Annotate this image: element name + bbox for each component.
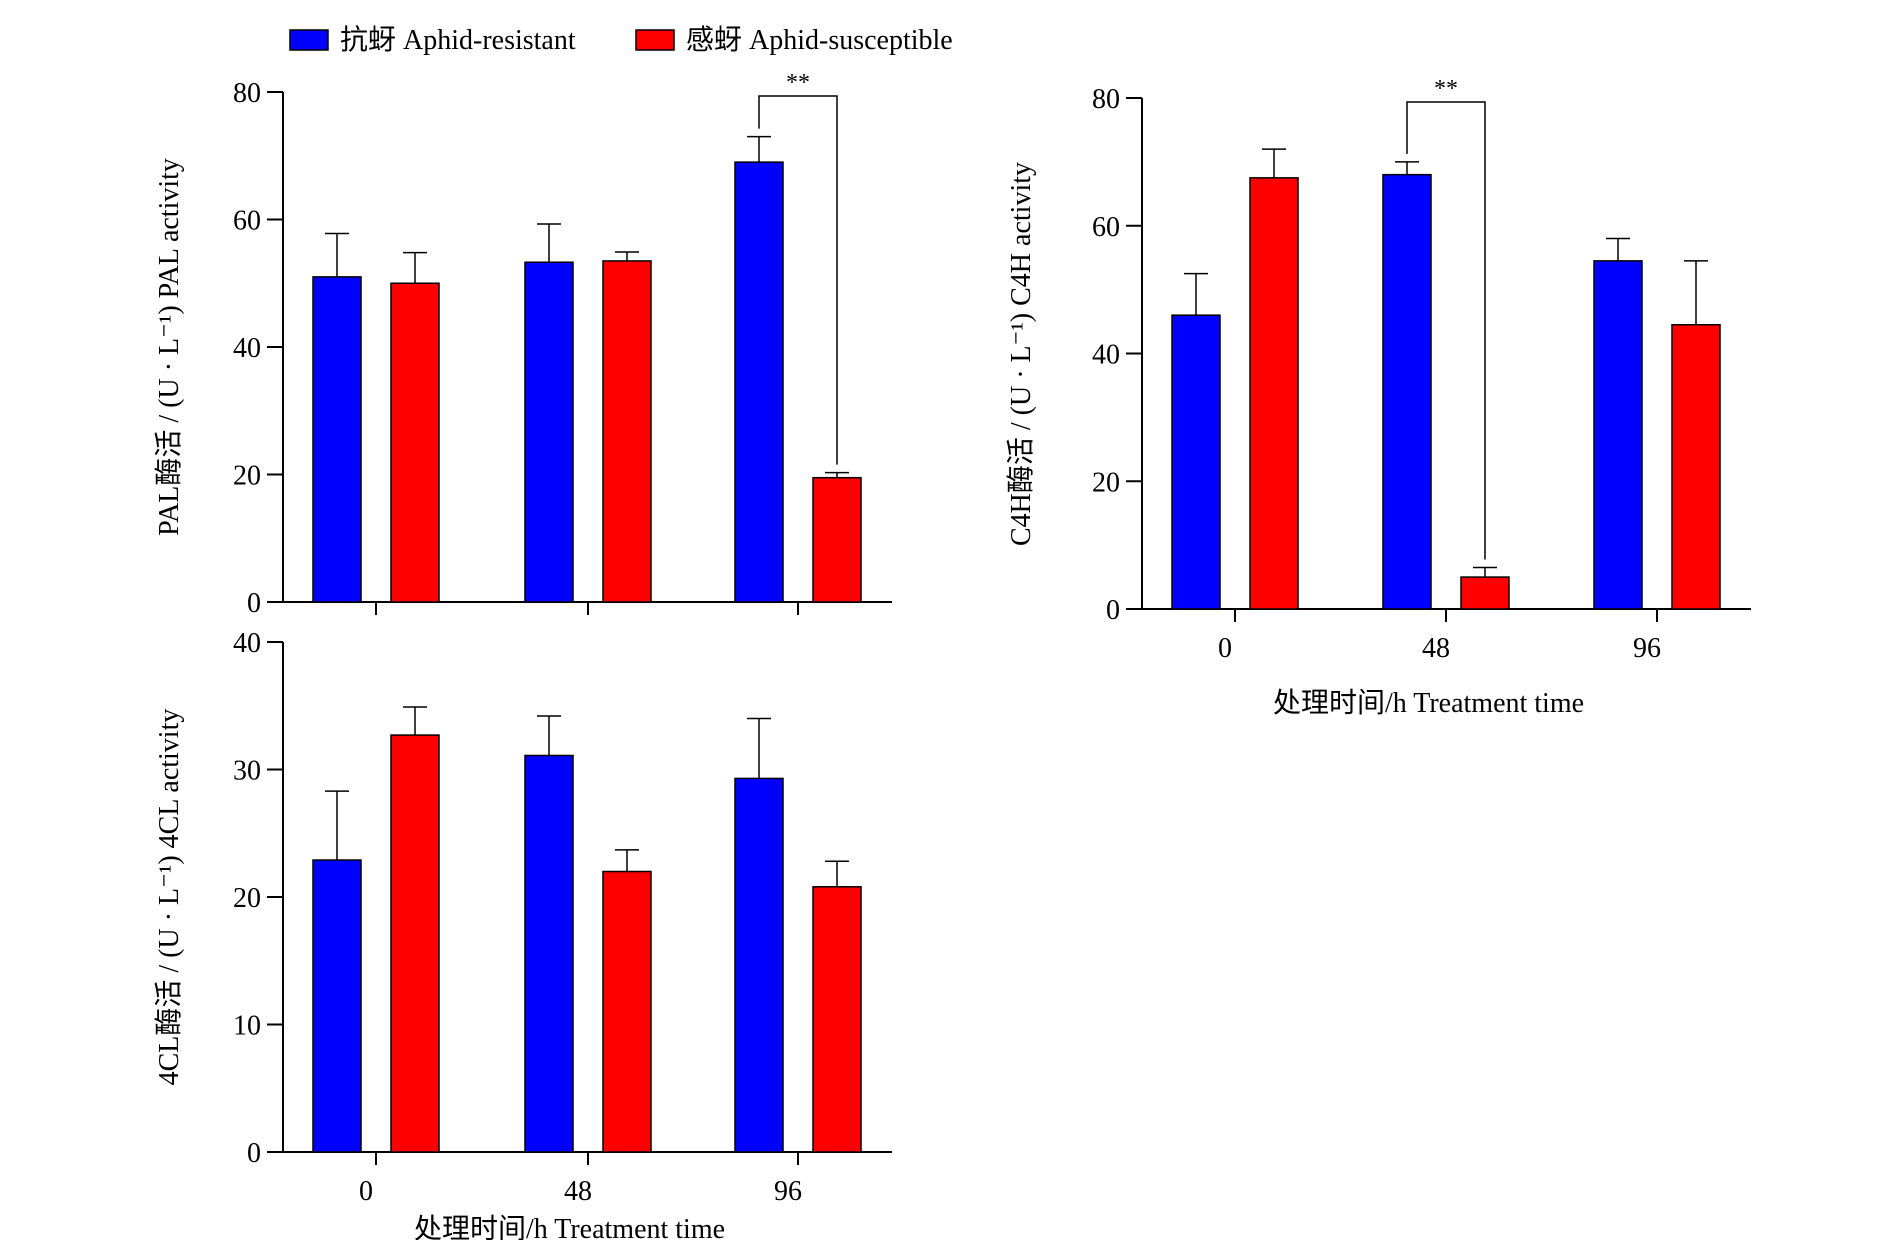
x-tick-label: 48: [564, 1176, 592, 1207]
bar: [812, 886, 862, 1153]
bar: [390, 734, 440, 1153]
x-tick-label: 48: [1422, 633, 1450, 664]
significance-bracket: [1406, 101, 1486, 560]
bar: [1382, 173, 1432, 610]
y-tick-label: 20: [233, 883, 261, 914]
chart-legend: 抗蚜 Aphid-resistant 感蚜 Aphid-susceptible: [289, 24, 953, 56]
x-tick-label: 0: [359, 1176, 373, 1207]
bar: [1171, 314, 1221, 610]
bar: [1460, 576, 1510, 610]
bar: [602, 870, 652, 1153]
y-tick-label: 10: [233, 1011, 261, 1042]
y-tick-label: 60: [233, 206, 261, 237]
y-tick-label: 0: [247, 1138, 261, 1169]
x-tick-label: 96: [774, 1176, 802, 1207]
x-tick-label: 96: [1633, 633, 1661, 664]
significance-label: **: [786, 70, 810, 96]
y-tick-label: 40: [233, 628, 261, 659]
y-tick-label: 80: [233, 78, 261, 109]
legend-label-2: 感蚜 Aphid-susceptible: [686, 24, 953, 56]
bar: [312, 276, 362, 603]
y-tick-label: 0: [1106, 595, 1120, 626]
pal-activity-panel: 0 20 40 60 80 ** PAL酶活 / (U · L⁻¹) PAL activit…: [153, 70, 892, 619]
x-tick-label: 0: [1218, 633, 1232, 664]
bar: [524, 261, 574, 603]
y-tick-label: 20: [233, 461, 261, 492]
x-axis-label: 处理时间/h Treatment time: [414, 1213, 725, 1240]
bar: [602, 260, 652, 603]
bar: [1249, 177, 1299, 610]
legend-swatch-1: [289, 29, 329, 51]
bar: [390, 282, 440, 603]
y-axis-label: C4H酶活 / (U · L⁻¹) C4H activity: [1005, 162, 1037, 546]
bar: [1593, 260, 1643, 610]
legend-label-1: 抗蚜 Aphid-resistant: [340, 24, 576, 56]
y-axis-label: 4CL酶活 / (U · L⁻¹) 4CL activity: [153, 709, 185, 1086]
y-tick-label: 80: [1092, 84, 1120, 115]
4cl-activity-panel: 0 10 20 30 40 0 48 96 4CL酶活 / (U · L⁻¹) 4CL acti…: [153, 628, 892, 1240]
significance-label: **: [1434, 76, 1458, 102]
y-tick-label: 20: [1092, 467, 1120, 498]
y-tick-label: 0: [247, 588, 261, 619]
bar: [524, 754, 574, 1153]
bar: [312, 859, 362, 1153]
x-axis-label: 处理时间/h Treatment time: [1273, 687, 1584, 719]
bar: [734, 777, 784, 1153]
c4h-activity-panel: 0 20 40 60 80 0 48 96 ** C4H酶活 / (U · L⁻¹) C4H ac…: [1005, 76, 1751, 719]
y-axis-label: PAL酶活 / (U · L⁻¹) PAL activity: [153, 158, 185, 536]
y-tick-label: 40: [233, 333, 261, 364]
y-tick-label: 60: [1092, 212, 1120, 243]
significance-bracket: [758, 95, 838, 465]
bar: [734, 161, 784, 603]
y-tick-label: 30: [233, 756, 261, 787]
y-tick-label: 40: [1092, 340, 1120, 371]
bar: [812, 476, 862, 603]
bar: [1671, 324, 1721, 610]
legend-swatch-2: [635, 29, 675, 51]
